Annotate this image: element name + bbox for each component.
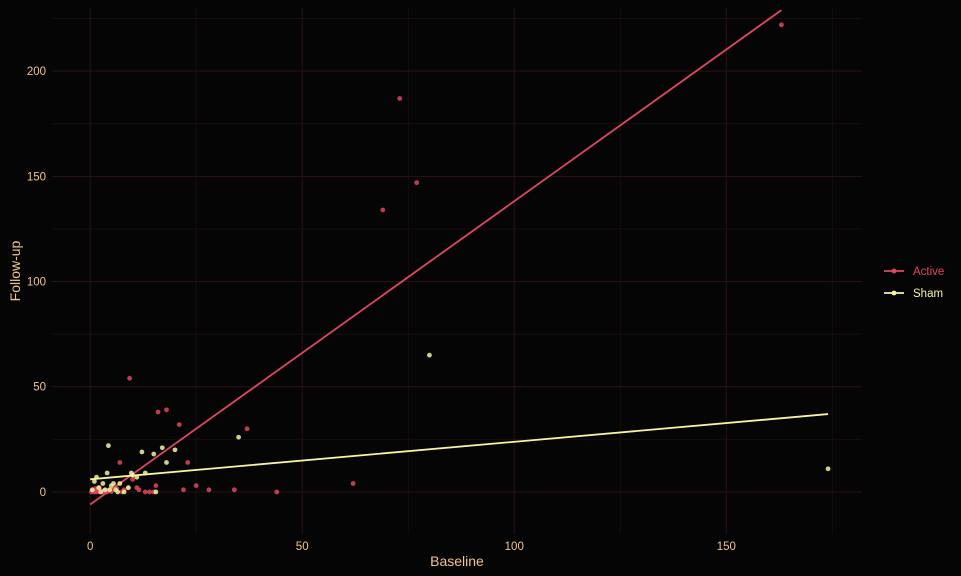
data-point-active xyxy=(176,422,182,427)
data-point-sham xyxy=(89,487,95,493)
data-point-sham xyxy=(236,434,241,440)
data-point-sham xyxy=(102,487,108,493)
y-axis-ticks: 0 50 100 150 200 xyxy=(27,66,46,499)
data-point-sham xyxy=(92,479,97,484)
data-point-sham xyxy=(427,352,432,358)
legend-label: Active xyxy=(913,266,944,278)
data-point-active xyxy=(274,489,280,495)
data-point-sham xyxy=(172,447,178,453)
fit-line-sham xyxy=(90,413,829,481)
legend-item-sham: Sham xyxy=(884,288,943,300)
data-point-sham xyxy=(117,481,123,486)
data-point-sham xyxy=(111,481,116,486)
data-point-sham xyxy=(151,451,157,457)
data-point-active xyxy=(153,483,159,489)
data-point-sham xyxy=(164,460,169,465)
data-point-active xyxy=(127,375,133,381)
data-point-sham xyxy=(104,470,110,476)
data-point-sham xyxy=(107,487,113,493)
data-point-active xyxy=(130,476,135,482)
data-point-active xyxy=(380,207,386,213)
data-point-sham xyxy=(115,489,121,495)
x-tick-label: 0 xyxy=(87,541,93,553)
data-point-sham xyxy=(153,489,159,495)
data-point-active xyxy=(193,483,199,489)
y-tick-label: 100 xyxy=(27,277,46,289)
data-point-active xyxy=(206,487,212,493)
data-point-sham xyxy=(100,481,106,486)
data-point-sham xyxy=(94,474,99,480)
data-point-active xyxy=(414,180,420,186)
data-point-sham xyxy=(139,449,145,455)
data-point-active xyxy=(117,460,123,465)
data-point-active xyxy=(136,487,142,493)
y-axis-title: Follow-up xyxy=(7,240,23,301)
x-tick-label: 100 xyxy=(505,541,524,553)
data-point-sham xyxy=(142,470,148,476)
y-tick-label: 50 xyxy=(33,382,46,394)
data-point-active xyxy=(397,96,403,101)
data-point-active xyxy=(350,481,356,486)
data-point-active xyxy=(147,489,152,495)
data-point-active xyxy=(155,409,161,415)
x-axis-ticks: 0 50 100 150 xyxy=(87,541,736,553)
chart-grid xyxy=(52,8,862,534)
x-tick-label: 50 xyxy=(296,541,309,553)
y-tick-label: 0 xyxy=(40,487,46,499)
data-point-sham xyxy=(121,489,127,495)
fit-line-active xyxy=(89,9,782,506)
data-point-sham xyxy=(130,472,135,478)
data-point-active xyxy=(779,22,784,28)
data-point-sham xyxy=(159,445,165,451)
data-point-active xyxy=(185,460,191,465)
x-tick-label: 150 xyxy=(717,541,736,553)
x-axis-title: Baseline xyxy=(430,553,484,569)
data-point-sham xyxy=(96,485,102,491)
data-point-active xyxy=(164,407,169,413)
data-point-active xyxy=(244,426,250,432)
data-point-active xyxy=(181,487,186,493)
data-point-sham xyxy=(125,485,131,491)
data-point-active xyxy=(142,489,148,495)
y-tick-label: 200 xyxy=(27,66,46,78)
y-tick-label: 150 xyxy=(27,171,46,183)
data-point-sham xyxy=(134,474,140,480)
legend-key-point xyxy=(891,268,897,274)
data-point-sham xyxy=(825,466,831,472)
legend-key-point xyxy=(891,290,897,296)
data-point-active xyxy=(231,487,237,493)
data-point-sham xyxy=(98,489,104,495)
legend-label: Sham xyxy=(913,288,943,300)
legend: Active Sham xyxy=(884,266,944,300)
data-point-sham xyxy=(106,443,111,449)
fit-lines xyxy=(89,9,829,506)
data-points xyxy=(89,22,831,495)
legend-item-active: Active xyxy=(884,266,944,278)
